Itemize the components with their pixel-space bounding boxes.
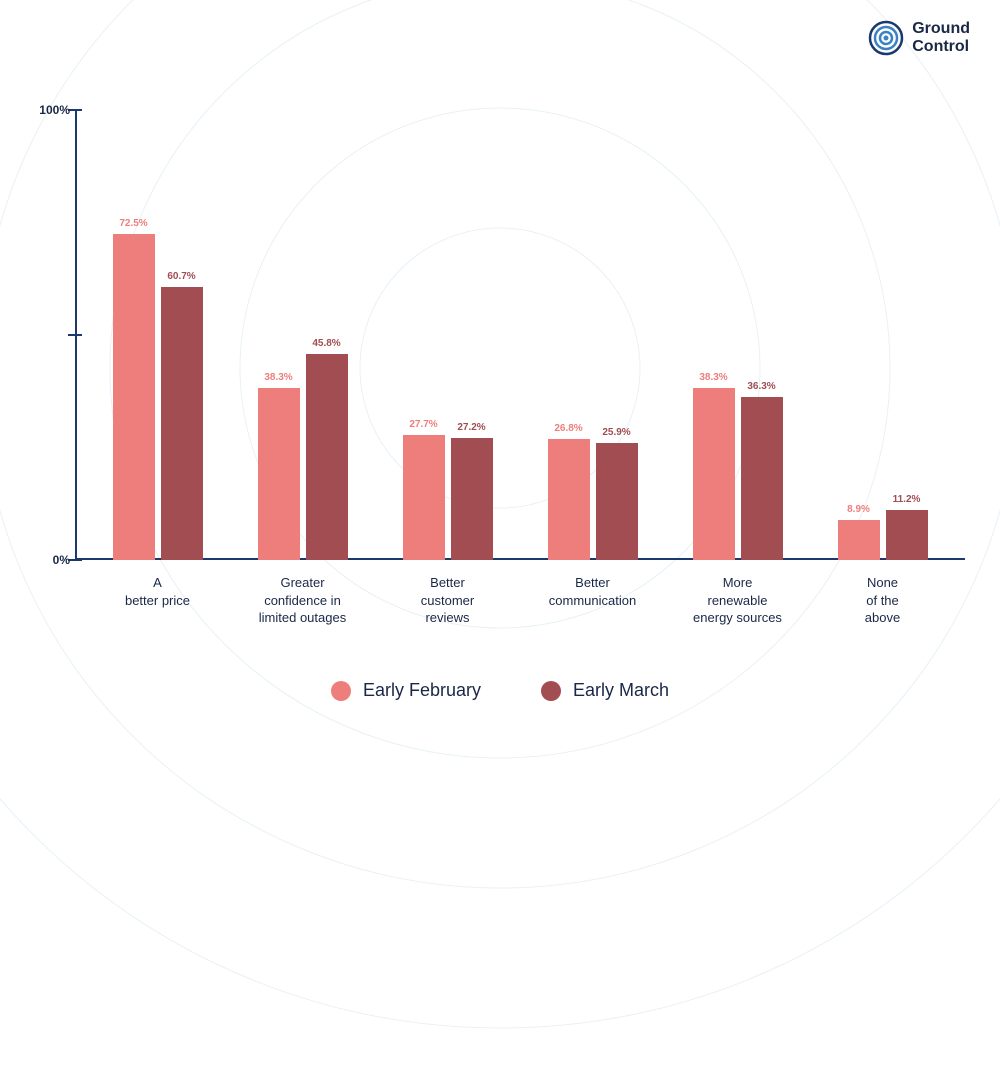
category: 72.5%60.7%Abetter price — [85, 234, 230, 560]
bar-value-label: 11.2% — [893, 494, 921, 505]
bar-value-label: 36.3% — [747, 381, 775, 392]
bar: 11.2% — [886, 510, 928, 560]
brand-logo-text: Ground Control — [912, 20, 970, 55]
legend: Early February Early March — [0, 680, 1000, 701]
bar: 27.7% — [403, 435, 445, 560]
category-label: Noneof theabove — [808, 574, 958, 627]
legend-label: Early February — [363, 680, 481, 701]
bar-pair: 26.8%25.9% — [548, 439, 638, 560]
bars-container: 72.5%60.7%Abetter price38.3%45.8%Greater… — [75, 110, 965, 560]
category-label: Bettercustomerreviews — [373, 574, 523, 627]
bar-pair: 72.5%60.7% — [113, 234, 203, 560]
bar-value-label: 27.2% — [457, 422, 485, 433]
brand-logo: Ground Control — [868, 20, 970, 56]
bar-pair: 38.3%45.8% — [258, 354, 348, 560]
category: 27.7%27.2%Bettercustomerreviews — [375, 435, 520, 560]
bar: 27.2% — [451, 438, 493, 560]
y-axis-label: 0% — [53, 553, 70, 567]
bar-value-label: 8.9% — [847, 504, 870, 515]
bar: 25.9% — [596, 443, 638, 560]
category-label: Abetter price — [83, 574, 233, 609]
bar-value-label: 26.8% — [554, 423, 582, 434]
category: 38.3%45.8%Greaterconfidence inlimited ou… — [230, 354, 375, 560]
bar-value-label: 27.7% — [409, 419, 437, 430]
legend-item: Early February — [331, 680, 481, 701]
bar-pair: 38.3%36.3% — [693, 388, 783, 560]
bar-value-label: 60.7% — [167, 271, 195, 282]
category-label: Greaterconfidence inlimited outages — [228, 574, 378, 627]
bar-value-label: 38.3% — [699, 372, 727, 383]
category: 26.8%25.9%Bettercommunication — [520, 439, 665, 560]
bar: 38.3% — [693, 388, 735, 560]
category-label: Morerenewableenergy sources — [663, 574, 813, 627]
legend-swatch-icon — [331, 681, 351, 701]
legend-swatch-icon — [541, 681, 561, 701]
brand-line2: Control — [912, 38, 970, 56]
legend-item: Early March — [541, 680, 669, 701]
bar-value-label: 38.3% — [264, 372, 292, 383]
bar: 8.9% — [838, 520, 880, 560]
brand-line1: Ground — [912, 20, 970, 38]
y-axis-label: 100% — [39, 103, 70, 117]
bar-value-label: 72.5% — [119, 218, 147, 229]
bar: 60.7% — [161, 287, 203, 560]
bar-value-label: 25.9% — [602, 427, 630, 438]
bar: 38.3% — [258, 388, 300, 560]
legend-label: Early March — [573, 680, 669, 701]
bar-pair: 8.9%11.2% — [838, 510, 928, 560]
bar-chart: 0%100% 72.5%60.7%Abetter price38.3%45.8%… — [45, 110, 965, 560]
bar: 72.5% — [113, 234, 155, 560]
bar: 26.8% — [548, 439, 590, 560]
category-label: Bettercommunication — [518, 574, 668, 609]
bar: 45.8% — [306, 354, 348, 560]
bar-pair: 27.7%27.2% — [403, 435, 493, 560]
bar-value-label: 45.8% — [312, 338, 340, 349]
bar: 36.3% — [741, 397, 783, 560]
category: 8.9%11.2%Noneof theabove — [810, 510, 955, 560]
brand-logo-icon — [868, 20, 904, 56]
category: 38.3%36.3%Morerenewableenergy sources — [665, 388, 810, 560]
